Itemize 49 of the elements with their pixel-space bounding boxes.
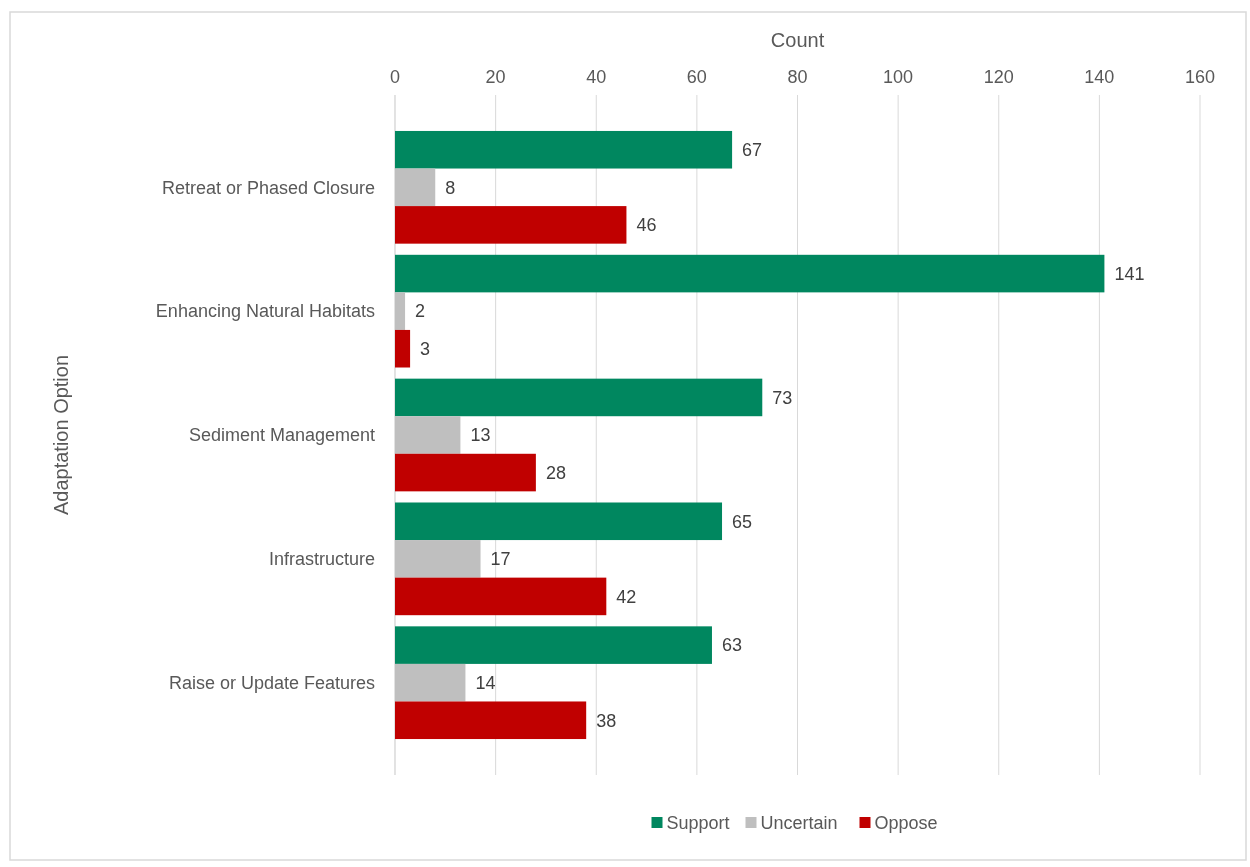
data-label: 13 [470,425,491,446]
data-label: 46 [636,215,657,236]
bar [395,577,607,616]
data-label: 3 [420,339,431,360]
y-tick-label: Raise or Update Features [168,672,375,693]
bar [395,292,406,330]
x-tick-label: 160 [1184,67,1216,87]
bar [395,701,587,740]
data-label: 73 [772,387,793,408]
y-axis-title: Adaptation Option [50,354,72,516]
x-tick-label: 0 [389,67,401,87]
bar [395,416,461,454]
data-label: 42 [616,586,637,607]
data-label: 2 [415,301,426,322]
data-label: 63 [721,635,742,656]
x-axis-title: Count [770,29,825,51]
data-label: 38 [596,710,617,731]
bar [395,130,733,169]
bar [395,206,627,244]
y-tick-label: Enhancing Natural Habitats [155,301,375,322]
x-tick-label: 20 [485,67,506,87]
x-tick-label: 80 [787,67,808,87]
bar [395,663,466,702]
x-tick-label: 100 [883,67,914,87]
y-tick-label: Infrastructure [268,549,375,570]
x-tick-label: 120 [983,67,1014,87]
y-tick-label: Retreat or Phased Closure [161,177,375,198]
bar [395,453,536,492]
data-label: 17 [490,549,511,570]
data-label: 28 [545,462,566,483]
y-tick-label: Sediment Management [188,425,375,446]
x-tick-label: 40 [586,67,607,87]
bar [395,329,411,368]
bar [395,502,723,541]
data-label: 14 [475,672,496,693]
data-label: 67 [742,140,763,161]
x-tick-label: 60 [686,67,707,87]
bar [395,254,1105,293]
legend-label: Support [666,813,730,834]
bar [395,540,481,578]
data-label: 141 [1114,263,1145,284]
x-tick-label: 140 [1084,67,1115,87]
legend-label: Uncertain [760,813,838,834]
legend-label: Oppose [874,813,938,834]
bar [395,626,712,664]
data-label: 65 [732,511,753,532]
bar [395,168,436,207]
data-label: 8 [445,177,456,198]
bar [395,378,763,417]
